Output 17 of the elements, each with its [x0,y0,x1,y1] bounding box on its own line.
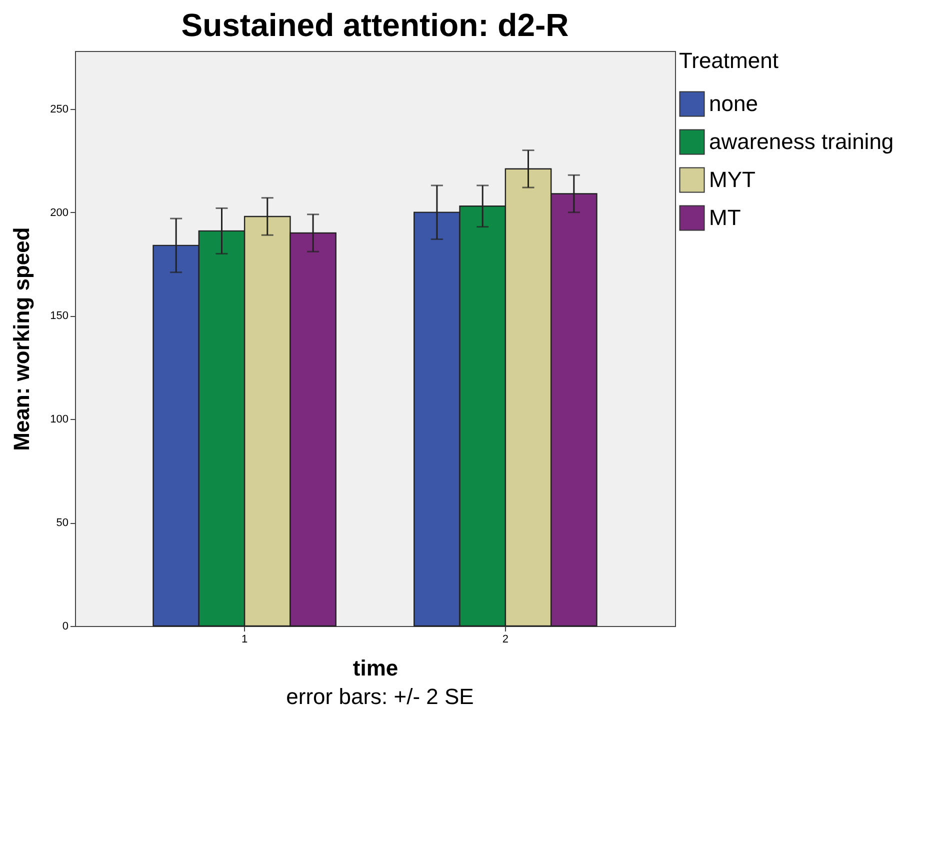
y-tick-label: 200 [50,206,68,219]
legend-title: Treatment [679,48,778,73]
y-tick-label: 100 [50,414,68,426]
y-tick-label: 150 [50,310,68,322]
x-tick-label: 2 [502,634,508,646]
x-axis-title: time [352,656,398,680]
legend-label: MT [709,205,741,230]
y-tick-label: 0 [62,620,68,632]
legend-label: awareness training [709,129,894,154]
x-tick-label: 1 [242,634,248,646]
y-tick-label: 250 [50,103,68,116]
legend-label: none [709,91,758,116]
text: error bars: +/- 2 SE [285,684,475,710]
chart-title: Sustained attention: d2-R [181,7,569,43]
legend-label: MYT [709,167,756,192]
y-tick-label: 50 [56,517,68,530]
y-axis-title: Mean: working speed [9,227,34,451]
